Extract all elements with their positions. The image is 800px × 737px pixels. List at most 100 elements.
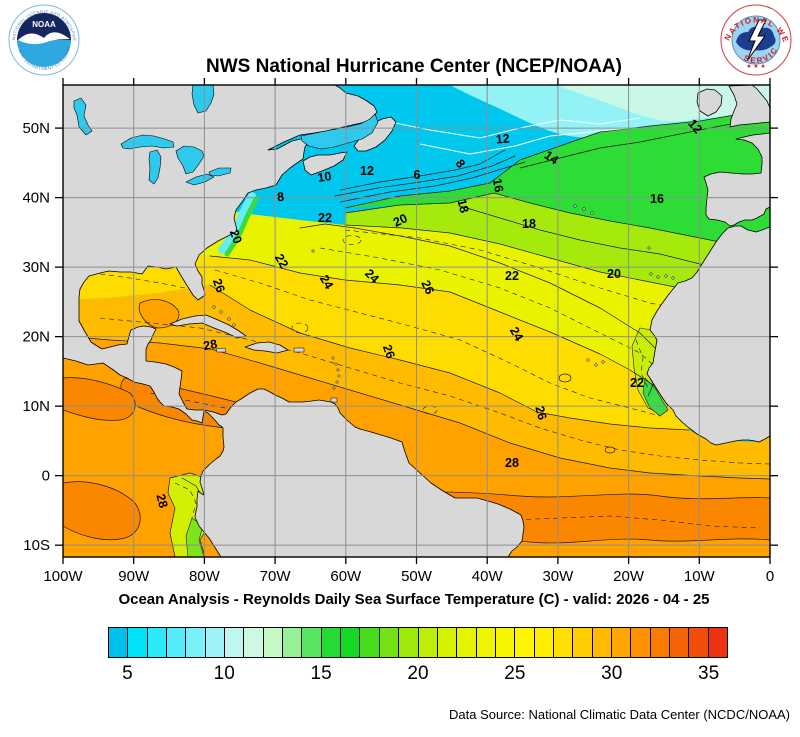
colorbar-cell [146,628,167,657]
contour-label: 20 [607,267,621,281]
contour-label: 28 [505,456,519,470]
lake-james-bay [191,85,215,114]
colorbar-tick-label: 30 [601,663,623,684]
contour-label: 26 [380,343,398,361]
land-europe [703,132,770,227]
colorbar-cell [707,628,727,657]
colorbar-cell [378,628,399,657]
colorbar-cell [494,628,515,657]
y-axis-label: 40N [22,190,50,207]
colorbar-cell [359,628,379,657]
x-axis-label: 20W [613,568,645,585]
colorbar-cell [243,628,263,657]
contour-label: 20 [227,228,245,246]
contour-label: 24 [317,272,336,291]
colorbar-cell [572,628,592,657]
land-united-kingdom [728,85,770,128]
colorbar-cell [127,628,147,657]
lake-michigan [148,149,162,185]
y-axis-label: 30N [22,259,50,276]
x-axis-label: 80W [189,568,221,585]
contour-label: 26 [418,278,437,297]
colorbar-cell [204,628,225,657]
colorbar-cell [340,628,360,657]
graticule [63,85,770,557]
colorbar-cell [282,628,302,657]
colorbar-cell [668,628,689,657]
axis-ticks [55,78,778,564]
noaa-logo: NOAA NATIONAL OCEANIC AND ATMOSPHERIC AD… [8,4,80,76]
colorbar-cell [610,628,631,657]
temperature-colorbar [108,627,728,658]
colorbar-cell [552,628,573,657]
land-ireland [696,88,723,117]
colorbar-cell [224,628,244,657]
colorbar-tick-label: 10 [213,663,235,684]
contour-label: 6 [414,168,421,182]
lake-superior [120,134,175,150]
nws-stars: ★ ★ ★ [746,63,765,70]
land-hispaniola [244,341,289,354]
colorbar-cell [456,628,476,657]
colorbar-tick-label: 25 [504,663,526,684]
colorbar-cell [262,628,283,657]
x-axis-label: 50W [401,568,433,585]
contour-label: 26 [210,277,228,295]
contour-label: 20 [391,211,410,230]
contour-label: 22 [318,211,332,225]
x-axis-label: 0 [766,568,774,585]
page-title: NWS National Hurricane Center (NCEP/NOAA… [206,56,622,77]
colorbar-cell [301,628,321,657]
contour-label: 12 [495,131,510,146]
land-africa [646,225,770,446]
colorbar-cell [688,628,708,657]
x-axis-label: 40W [472,568,504,585]
land-jamaica [215,347,227,353]
lake-ontario [208,167,232,177]
contour-label: 22 [272,251,291,270]
contour-label: 22 [505,269,519,283]
x-axis-label: 70W [260,568,292,585]
colorbar-tick-label: 35 [698,663,720,684]
colorbar-cell [185,628,205,657]
lake-huron [175,145,205,175]
nws-lightning-icon [746,19,767,62]
colorbar-cell [109,628,128,657]
land-cuba [169,314,247,339]
x-axis-label: 100W [43,568,83,585]
contour-label: 28 [202,337,218,353]
colorbar-cell [417,628,437,657]
contour-label: 18 [454,197,471,214]
noaa-logo-label: NOAA [32,20,56,29]
contour-label: 16 [650,192,664,206]
contour-label: 14 [542,148,561,167]
contour-label: 12 [360,164,374,178]
colorbar-tick-label: 5 [122,663,133,684]
map-caption: Ocean Analysis - Reynolds Daily Sea Surf… [118,591,710,608]
axis-labels: 100W 90W 80W 70W 60W 50W 40W 30W 20W 10W 0 50N 40N 30… [22,120,774,585]
colorbar-cell [649,628,669,657]
y-axis-label: 10S [23,537,50,554]
contour-label: 10 [317,169,333,185]
colorbar-cell [533,628,553,657]
nws-logo: NATIONAL WEATHER SERVICE ★ ★ ★ [720,4,792,76]
contour-label: 28 [153,492,170,509]
colorbar-cell [514,628,534,657]
map-container: 8 10 12 6 8 12 14 16 16 12 18 18 22 20 20 22 24 24 26 26 22 2… [0,78,800,595]
contour-label: 8 [277,190,285,205]
contour-label: 22 [630,376,644,390]
colorbar-cell [166,628,186,657]
colorbar-cell [630,628,650,657]
land-americas [63,85,525,557]
data-source-note: Data Source: National Climatic Data Cent… [449,707,790,722]
colorbar-cell [475,628,495,657]
colorbar-tick-label: 20 [407,663,429,684]
y-axis-label: 20N [22,329,50,346]
small-islands [212,204,675,403]
lake-winnipeg [73,97,93,136]
colorbar-cell [436,628,457,657]
noaa-gull-icon [18,32,70,45]
contour-label: 18 [522,217,536,231]
contour-label: 16 [490,177,506,193]
